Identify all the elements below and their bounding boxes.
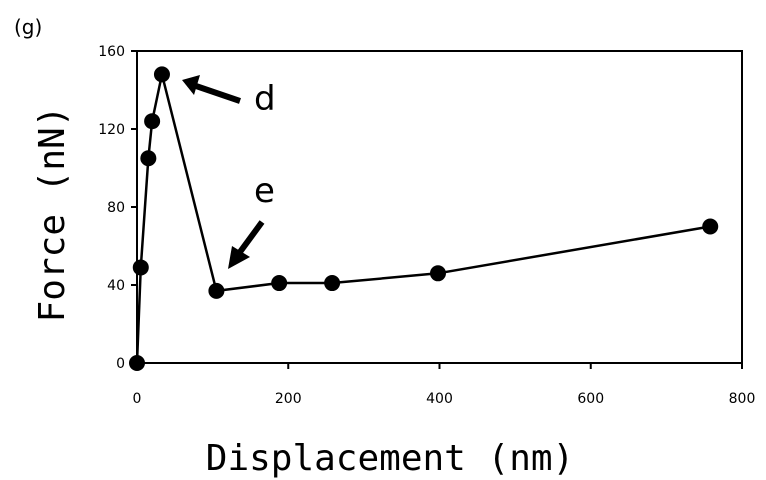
y-tick-label: 80 — [107, 200, 125, 216]
data-point — [429, 265, 446, 282]
data-series — [129, 66, 719, 371]
y-tick-label: 160 — [98, 44, 125, 60]
data-point — [140, 150, 157, 167]
x-axis: 0 200 400 600 800 — [133, 363, 756, 407]
x-tick-label: 800 — [729, 391, 756, 407]
annotation-e: e — [254, 171, 275, 211]
x-tick-label: 600 — [577, 391, 604, 407]
y-tick-label: 0 — [116, 356, 125, 372]
arrow-d — [182, 75, 241, 104]
arrow-e — [228, 220, 265, 269]
x-axis-label: Displacement (nm) — [206, 438, 574, 479]
annotation-d: d — [254, 79, 276, 119]
data-point — [208, 282, 225, 299]
panel-label: (g) — [14, 15, 42, 39]
data-point — [324, 275, 341, 292]
x-tick-label: 200 — [275, 391, 302, 407]
y-axis-label: Force (nN) — [32, 106, 73, 323]
y-tick-label: 40 — [107, 278, 125, 294]
data-point — [144, 113, 161, 130]
y-axis: 0 40 80 120 160 — [98, 44, 137, 372]
data-point — [153, 66, 170, 83]
data-point — [702, 218, 719, 235]
data-point — [271, 275, 288, 292]
data-point — [132, 259, 149, 276]
x-tick-label: 0 — [133, 391, 142, 407]
series-line — [135, 73, 711, 364]
x-tick-label: 400 — [426, 391, 453, 407]
data-point — [129, 355, 145, 371]
y-tick-label: 120 — [98, 122, 125, 138]
